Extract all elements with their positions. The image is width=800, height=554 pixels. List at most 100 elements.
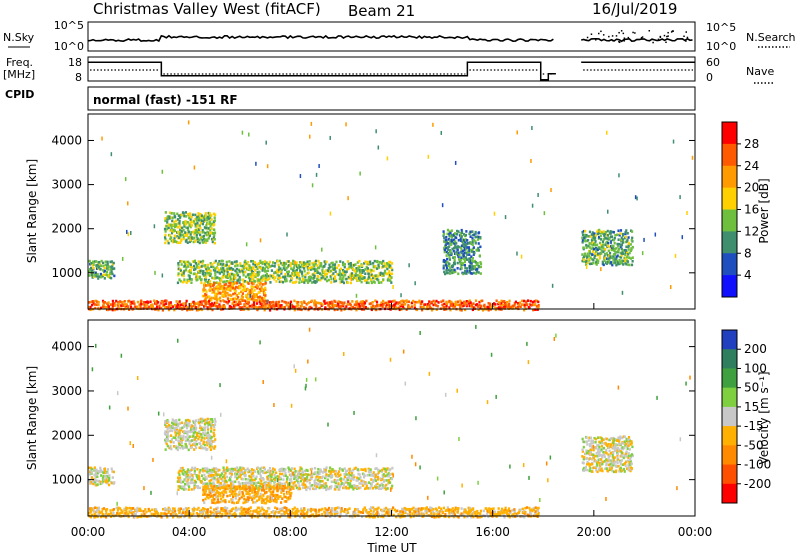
heatmap-cell [303, 263, 306, 267]
heatmap-cell [292, 259, 295, 263]
heatmap-cell [325, 508, 328, 512]
heatmap-cell [325, 260, 328, 264]
heatmap-cell [349, 473, 352, 477]
heatmap-cell [454, 245, 458, 249]
heatmap-cell [318, 513, 321, 517]
heatmap-cell [208, 488, 211, 491]
heatmap-cell [387, 472, 390, 475]
heatmap-cell [327, 301, 330, 304]
heatmap-cell [456, 266, 459, 270]
heatmap-cell [303, 281, 306, 284]
heatmap-cell [369, 486, 372, 490]
heatmap-cell [612, 258, 615, 262]
heatmap-cell [316, 473, 319, 476]
heatmap-cell [331, 468, 334, 471]
heatmap-cell [176, 218, 180, 221]
heatmap-cell [241, 299, 244, 302]
heatmap-cell [170, 212, 173, 215]
heatmap-cell [459, 258, 462, 262]
heatmap-cell [596, 243, 599, 247]
heatmap-cell [183, 278, 186, 281]
heatmap-cell [445, 305, 448, 309]
heatmap-cell [283, 510, 286, 514]
heatmap-cell [343, 301, 346, 304]
heatmap-cell [305, 488, 308, 492]
heatmap-cell [444, 259, 447, 263]
heatmap-cell [377, 468, 380, 472]
heatmap-cell [396, 509, 399, 513]
heatmap-cell [306, 479, 309, 483]
heatmap-cell [460, 261, 463, 265]
heatmap-cell [194, 466, 197, 470]
heatmap-cell [210, 222, 213, 226]
heatmap-cell [370, 302, 373, 305]
heatmap-cell [241, 289, 244, 292]
heatmap-cell [231, 282, 234, 286]
heatmap-cell [204, 238, 207, 242]
heatmap-cell [618, 262, 621, 266]
heatmap-cell [252, 303, 255, 307]
heatmap-cell [281, 467, 284, 471]
heatmap-cell [179, 267, 182, 271]
heatmap-cell [89, 507, 92, 510]
heatmap-cell [260, 285, 263, 289]
heatmap-cell [468, 269, 472, 272]
heatmap-cell [206, 295, 210, 299]
heatmap-cell [295, 509, 298, 513]
heatmap-cell [140, 513, 143, 516]
heatmap-cell [594, 240, 597, 243]
heatmap-cell [624, 240, 627, 244]
heatmap-cell [583, 236, 586, 240]
heatmap-cell [479, 307, 482, 310]
heatmap-cell [622, 234, 625, 237]
heatmap-cell [332, 306, 335, 310]
heatmap-cell [127, 515, 130, 519]
heatmap-cell [219, 481, 222, 485]
heatmap-cell [230, 482, 233, 485]
heatmap-cell [246, 499, 250, 503]
heatmap-cell [409, 508, 412, 511]
heatmap-cell [459, 308, 462, 312]
heatmap-cell [672, 139, 675, 144]
heatmap-cell [250, 275, 253, 279]
heatmap-cell [262, 512, 266, 515]
heatmap-cell [204, 264, 207, 267]
heatmap-cell [347, 486, 350, 490]
heatmap-cell [276, 515, 279, 519]
heatmap-cell [334, 481, 337, 485]
heatmap-cell [241, 470, 244, 473]
heatmap-cell [391, 466, 394, 470]
heatmap-cell [334, 303, 337, 307]
heatmap-cell [321, 303, 324, 306]
heatmap-cell [352, 474, 355, 477]
heatmap-cell [595, 258, 598, 261]
heatmap-cell [617, 247, 620, 251]
heatmap-cell [358, 473, 361, 476]
heatmap-cell [115, 514, 118, 517]
heatmap-cell [287, 513, 290, 516]
heatmap-cell [334, 510, 337, 514]
heatmap-cell [236, 508, 239, 512]
heatmap-cell [313, 466, 317, 470]
heatmap-cell [380, 508, 383, 512]
heatmap-cell [261, 262, 264, 266]
heatmap-cell [299, 174, 302, 179]
heatmap-cell [469, 261, 472, 265]
heatmap-cell [97, 300, 100, 304]
heatmap-cell [261, 269, 264, 272]
heatmap-cell [110, 512, 113, 515]
heatmap-cell [370, 478, 373, 481]
heatmap-cell [313, 267, 316, 271]
heatmap-cell [336, 304, 339, 308]
heatmap-cell [460, 265, 463, 268]
freq-label-line1: Freq. [6, 56, 33, 69]
heatmap-cell [201, 303, 204, 306]
heatmap-cell [261, 501, 264, 505]
heatmap-cell [208, 213, 211, 217]
heatmap-cell [93, 466, 96, 469]
heatmap-cell [445, 250, 448, 254]
heatmap-cell [610, 261, 613, 264]
heatmap-cell [318, 164, 320, 169]
heatmap-cell [124, 177, 127, 182]
heatmap-cell [497, 510, 500, 514]
